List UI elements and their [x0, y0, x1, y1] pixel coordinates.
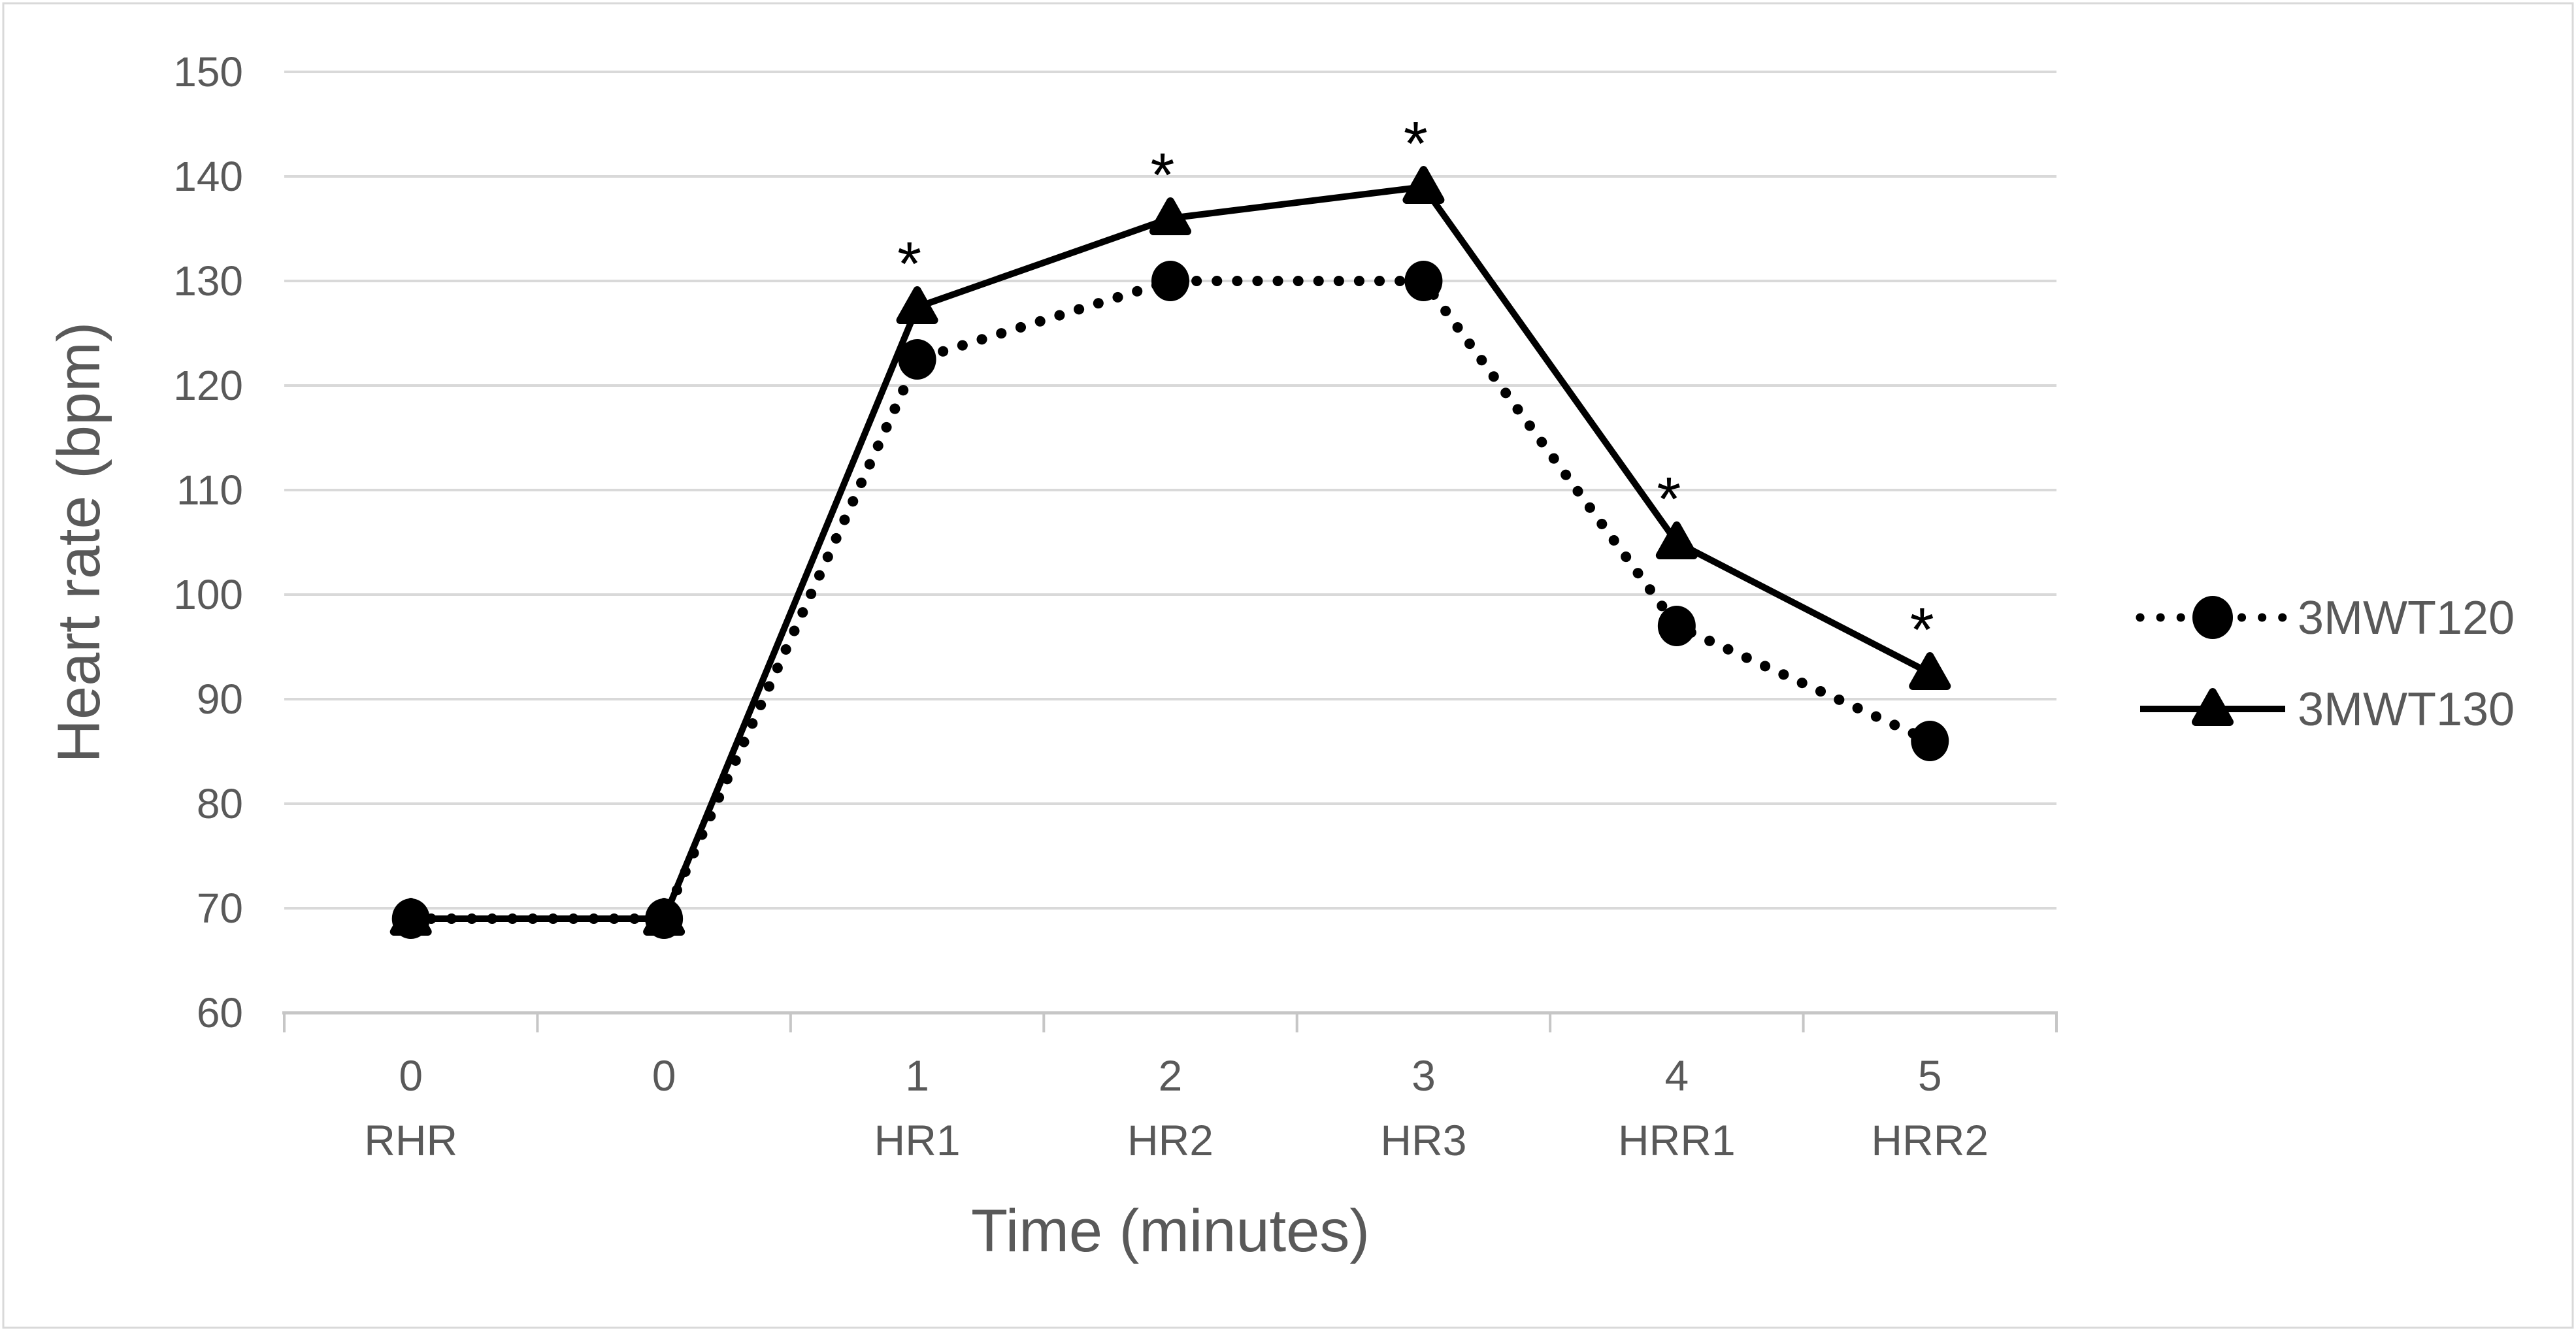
y-tick-label: 70	[197, 885, 243, 932]
x-tick-name: HRR2	[1871, 1116, 1989, 1164]
x-tick-name: HR2	[1127, 1116, 1214, 1164]
marker-triangle	[2192, 688, 2234, 726]
marker-circle	[898, 339, 936, 380]
y-tick-label: 150	[173, 48, 243, 95]
x-tick-name: RHR	[364, 1116, 457, 1164]
y-axis-title: Heart rate (bpm)	[46, 322, 112, 763]
marker-triangle	[1402, 166, 1445, 204]
y-tick-label: 100	[173, 571, 243, 618]
marker-triangle	[896, 286, 938, 324]
marker-circle	[1404, 261, 1443, 301]
legend-circle-marker-icon	[2192, 596, 2233, 639]
significance-asterisk: *	[897, 229, 921, 299]
y-tick-label: 110	[176, 467, 243, 514]
y-tick-label: 60	[197, 989, 243, 1036]
x-tick-name: HR3	[1380, 1116, 1466, 1164]
marker-triangle	[1149, 197, 1191, 235]
x-tick-number: 1	[905, 1051, 929, 1100]
marker-circle	[645, 898, 684, 939]
x-tick-number: 4	[1664, 1051, 1689, 1100]
series-3MWT120	[391, 261, 1949, 939]
legend-label: 3MWT120	[2298, 592, 2515, 644]
x-tick-name: HR1	[874, 1116, 961, 1164]
legend-item-3MWT120: 3MWT120	[2136, 592, 2515, 644]
marker-circle	[1911, 721, 1949, 761]
legend-item-3MWT130: 3MWT130	[2140, 683, 2515, 736]
x-tick-number: 5	[1918, 1051, 1942, 1100]
y-tick-label: 80	[197, 780, 243, 827]
significance-asterisk: *	[1404, 109, 1428, 178]
significance-asterisk: *	[1657, 465, 1681, 534]
significance-asterisk: *	[1151, 140, 1175, 210]
y-tick-label: 140	[173, 153, 243, 200]
significance-asterisk: *	[1910, 595, 1934, 665]
marker-circle	[1151, 261, 1189, 301]
x-tick-number: 3	[1412, 1051, 1436, 1100]
x-tick-number: 0	[652, 1051, 676, 1100]
legend-label: 3MWT130	[2298, 683, 2515, 736]
y-tick-label: 130	[173, 257, 243, 304]
y-tick-label: 90	[197, 676, 243, 723]
marker-triangle	[1909, 652, 1951, 690]
marker-triangle	[1655, 521, 1698, 559]
y-tick-label: 120	[173, 362, 243, 409]
x-tick-number: 0	[399, 1051, 423, 1100]
marker-circle	[1657, 606, 1696, 646]
marker-circle	[391, 898, 430, 939]
x-axis-title: Time (minutes)	[971, 1198, 1370, 1264]
x-tick-number: 2	[1159, 1051, 1183, 1100]
legend: 3MWT120 3MWT130	[2136, 592, 2515, 736]
x-tick-name: HRR1	[1618, 1116, 1736, 1164]
